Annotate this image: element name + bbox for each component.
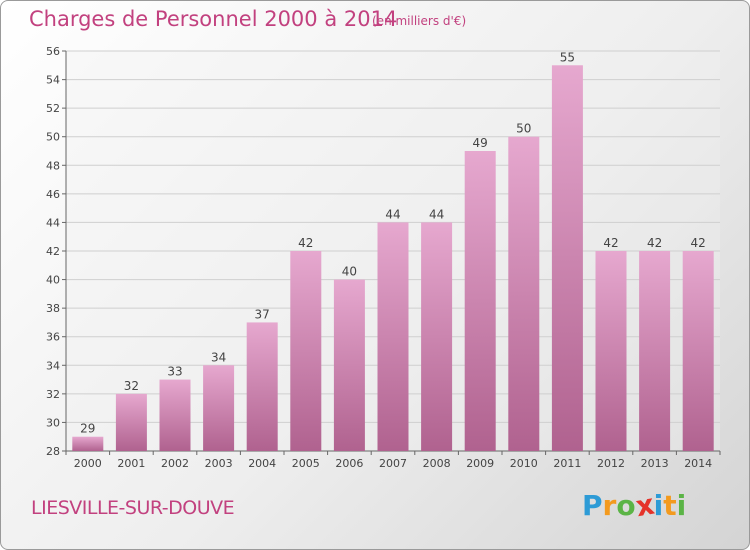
bar-value-label: 50 <box>516 122 531 136</box>
x-tick-label: 2012 <box>597 457 625 470</box>
bar <box>639 251 671 451</box>
bar-value-label: 42 <box>691 236 706 250</box>
x-tick-label: 2000 <box>74 457 102 470</box>
x-tick-label: 2004 <box>248 457 276 470</box>
y-tick-label: 40 <box>46 274 60 287</box>
x-tick-label: 2008 <box>423 457 451 470</box>
bar-value-label: 34 <box>211 350 226 364</box>
x-tick-label: 2005 <box>292 457 320 470</box>
chart-subtitle: (en milliers d'€) <box>372 14 467 28</box>
x-tick-label: 2014 <box>684 457 712 470</box>
bar <box>421 222 453 451</box>
bar-value-label: 42 <box>603 236 618 250</box>
x-tick-label: 2006 <box>335 457 363 470</box>
bar <box>551 65 583 452</box>
labels: 28 30 32 34 36 38 40 42 44 46 48 50 52 54 56 29 2000 32 20… <box>46 45 712 470</box>
y-tick-label: 36 <box>46 331 60 344</box>
x-tick-label: 2009 <box>466 457 494 470</box>
y-tick-label: 50 <box>46 131 60 144</box>
bar-value-label: 44 <box>385 207 400 221</box>
logo-letter: P <box>582 489 603 522</box>
logo-letter: r <box>602 489 617 522</box>
commune-name: LIESVILLE-SUR-DOUVE <box>31 497 235 519</box>
bar <box>72 436 104 451</box>
y-tick-label: 28 <box>46 445 60 458</box>
bar-value-label: 44 <box>429 207 444 221</box>
x-tick-label: 2010 <box>510 457 538 470</box>
y-tick-label: 48 <box>46 159 60 172</box>
logo-letter: o <box>616 489 636 522</box>
logo-letter: i <box>676 489 687 522</box>
bar-value-label: 37 <box>255 307 270 321</box>
bar <box>508 136 540 451</box>
bar <box>159 379 191 451</box>
bar <box>115 393 147 451</box>
bar-value-label: 55 <box>560 50 575 64</box>
bar-value-label: 49 <box>473 136 488 150</box>
y-tick-label: 38 <box>46 302 60 315</box>
y-tick-label: 42 <box>46 245 60 258</box>
y-tick-label: 56 <box>46 45 60 58</box>
bar-value-label: 33 <box>167 365 182 379</box>
y-tick-label: 54 <box>46 74 60 87</box>
chart-title: Charges de Personnel 2000 à 2014 <box>29 7 398 31</box>
bar-value-label: 42 <box>647 236 662 250</box>
logo-letter: t <box>663 489 677 522</box>
bars <box>72 65 714 452</box>
y-tick-label: 32 <box>46 388 60 401</box>
bar <box>377 222 409 451</box>
bar <box>595 251 627 451</box>
x-tick-label: 2001 <box>117 457 145 470</box>
x-tick-label: 2013 <box>641 457 669 470</box>
bar-value-label: 40 <box>342 265 357 279</box>
x-tick-label: 2002 <box>161 457 189 470</box>
proxiti-logo[interactable]: Proxiti <box>582 488 687 524</box>
bar <box>246 322 278 451</box>
x-tick-label: 2011 <box>553 457 581 470</box>
y-tick-label: 30 <box>46 416 60 429</box>
bar <box>203 365 235 451</box>
bar <box>682 251 714 451</box>
y-tick-label: 52 <box>46 102 60 115</box>
x-tick-label: 2003 <box>205 457 233 470</box>
logo-letter: i <box>653 489 664 522</box>
bar-value-label: 32 <box>124 379 139 393</box>
bar-value-label: 29 <box>80 422 95 436</box>
y-tick-label: 44 <box>46 216 60 229</box>
bar <box>333 279 365 451</box>
y-tick-label: 34 <box>46 359 60 372</box>
bar <box>290 251 322 451</box>
y-tick-label: 46 <box>46 188 60 201</box>
bar-value-label: 42 <box>298 236 313 250</box>
x-tick-label: 2007 <box>379 457 407 470</box>
bar <box>464 151 496 451</box>
